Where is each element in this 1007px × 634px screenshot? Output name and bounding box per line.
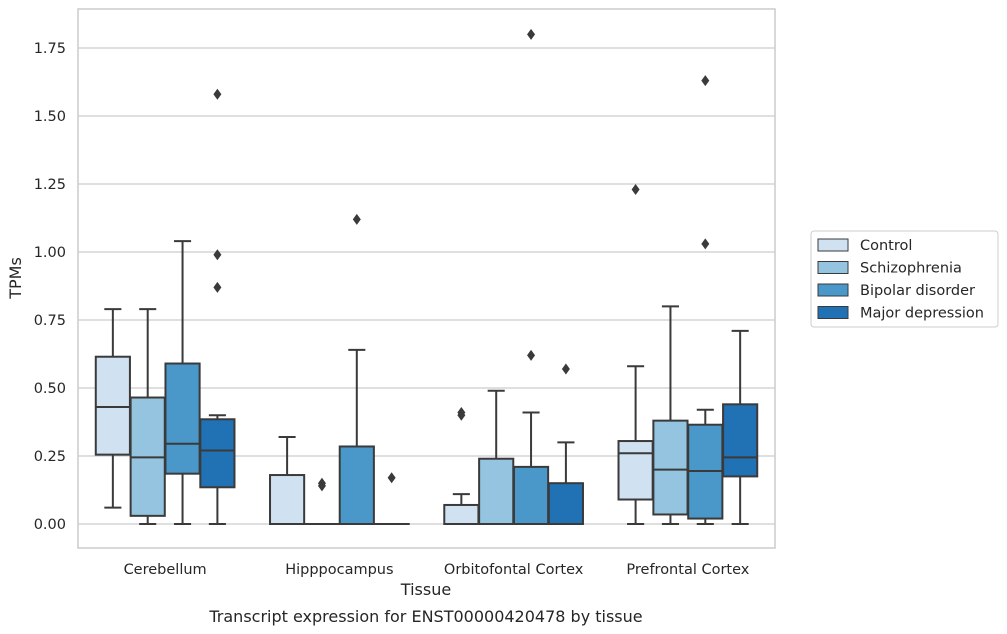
box-iqr [164, 362, 201, 475]
box-iqr [338, 445, 375, 526]
outlier-marker [457, 406, 466, 418]
box-bipolar-disorder [687, 75, 724, 525]
box-iqr [652, 419, 689, 516]
y-tick-label: 0.25 [34, 449, 66, 465]
outlier-marker [387, 472, 396, 484]
x-tick-label: Hipppocampus [285, 562, 393, 578]
legend-swatch [817, 238, 849, 252]
x-tick-label: Prefrontal Cortex [626, 562, 749, 578]
outlier-marker [213, 281, 222, 293]
legend-frame [810, 230, 999, 328]
box-control [269, 435, 306, 526]
y-tick-label: 0.75 [34, 313, 66, 329]
box-iqr [722, 403, 759, 478]
box-schizophrenia [303, 477, 341, 526]
outlier-marker [317, 477, 326, 489]
box-iqr [547, 482, 584, 526]
y-tick-label: 1.75 [34, 41, 66, 57]
y-tick-label: 1.25 [34, 177, 66, 193]
box-bipolar-disorder [512, 28, 550, 526]
outlier-marker [352, 213, 361, 225]
y-tick-label: 1.50 [34, 109, 66, 125]
box-major-depression [722, 329, 759, 525]
x-axis-title: Tissue [400, 580, 451, 599]
outlier-marker [701, 238, 710, 250]
outlier-marker [631, 183, 640, 195]
outlier-marker [701, 75, 710, 87]
box-iqr [443, 503, 480, 525]
box-iqr [617, 440, 654, 501]
x-tick-label: Orbitofontal Cortex [444, 562, 584, 578]
legend-label: Bipolar disorder [860, 283, 975, 299]
box-major-depression [199, 88, 236, 525]
box-schizophrenia [129, 308, 166, 525]
box-bipolar-disorder [164, 240, 201, 525]
legend: Control Schizophrenia Bipolar disorder Majo… [810, 230, 999, 328]
outlier-marker [213, 249, 222, 261]
y-axis-title: TPMs [6, 257, 25, 300]
outlier-marker [213, 88, 222, 100]
box-bipolar-disorder [338, 213, 375, 526]
y-tick-label: 1.00 [34, 245, 66, 261]
legend-swatch [817, 306, 849, 319]
box-control [617, 183, 654, 525]
y-tick-label: 0.50 [34, 381, 66, 397]
y-tick-label: 0.00 [34, 517, 66, 533]
outlier-marker [527, 349, 536, 361]
x-tick-label: Cerebellum [124, 562, 207, 578]
plot-frame [77, 8, 776, 549]
box-iqr [269, 474, 306, 526]
box-control [94, 308, 131, 509]
outlier-marker [527, 28, 536, 40]
box-iqr [478, 457, 515, 525]
x-axis-ticks: Cerebellum Hipppocampus Orbitofontal Corte… [124, 562, 750, 578]
legend-label: Schizophrenia [860, 261, 962, 277]
legend-label: Major depression [860, 306, 984, 322]
legend-swatch [817, 283, 849, 297]
outlier-marker [561, 363, 570, 375]
chart-caption: Transcript expression for ENST0000042047… [208, 607, 642, 626]
legend-swatch [817, 261, 849, 274]
box-major-depression [373, 472, 410, 526]
box-schizophrenia [652, 305, 689, 525]
box-iqr [199, 418, 236, 489]
box-groups [94, 28, 759, 526]
box-iqr [94, 355, 131, 456]
box-major-depression [547, 363, 584, 526]
legend-label: Control [860, 238, 912, 254]
box-schizophrenia [478, 389, 515, 525]
y-axis-ticks: 0.00 0.25 0.50 0.75 1.00 1.25 1.50 1.75 [34, 41, 66, 533]
box-control [443, 406, 480, 525]
box-iqr [512, 465, 550, 526]
